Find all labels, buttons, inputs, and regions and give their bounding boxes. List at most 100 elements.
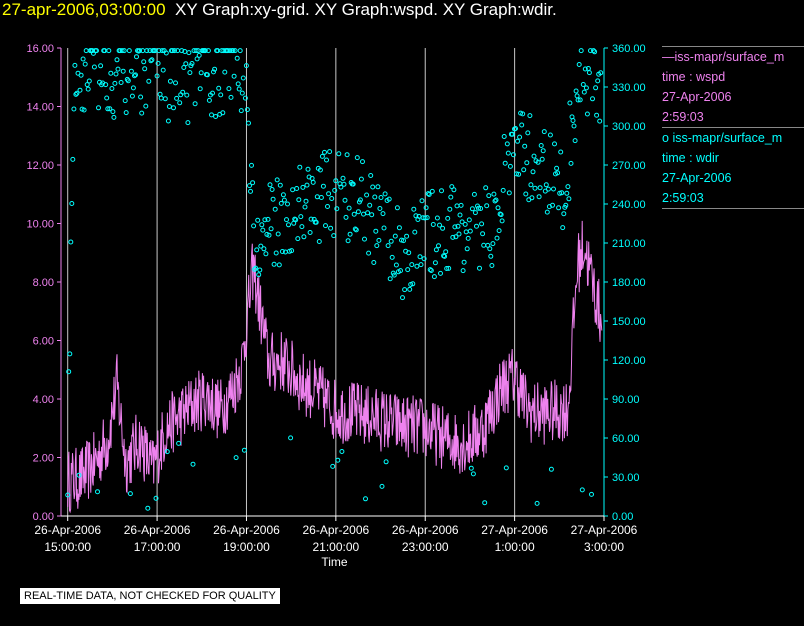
y-left-tick-label: 8.00 [33, 277, 54, 289]
wdir-data-point [294, 186, 300, 191]
wdir-data-point [112, 80, 118, 86]
chart-title: 27-apr-2006,03:00:00 XY Graph:xy-grid. X… [2, 0, 557, 20]
wdir-data-point [250, 180, 256, 186]
wdir-data-point [109, 86, 115, 91]
wdir-data-point [289, 248, 295, 254]
wdir-data-point [474, 223, 479, 229]
wdir-data-point [107, 106, 113, 112]
wdir-data-point [174, 95, 180, 101]
wdir-data-point [409, 262, 415, 268]
wdir-data-point [467, 228, 473, 234]
wdir-data-point [206, 97, 212, 103]
x-tick-label-date: 26-Apr-2006 [34, 523, 101, 537]
y-right-tick-label: 240.00 [612, 199, 646, 211]
title-graphs: XY Graph:xy-grid. XY Graph:wspd. XY Grap… [174, 0, 557, 19]
wdir-data-point [132, 73, 137, 79]
wdir-data-point [444, 266, 450, 271]
wdir-data-point [366, 250, 372, 256]
wdir-data-point [419, 198, 425, 204]
x-axis-label: Time [321, 555, 348, 569]
wdir-data-point [275, 231, 281, 237]
wdir-data-point [373, 228, 379, 234]
wdir-data-point [534, 500, 540, 506]
wdir-data-point [267, 182, 273, 188]
wdir-data-point [324, 157, 329, 163]
wdir-data-point [176, 440, 182, 446]
wdir-data-point [595, 78, 601, 84]
wdir-data-point [404, 233, 410, 239]
wdir-data-point [423, 205, 429, 211]
wdir-data-point [496, 228, 502, 234]
wdir-data-point [570, 118, 576, 123]
legend-series1-axis: time : wspd [662, 70, 726, 84]
wdir-data-point [440, 225, 446, 231]
wdir-data-point [405, 267, 411, 273]
wdir-data-point [319, 153, 325, 159]
wdir-data-point [204, 72, 210, 78]
wdir-data-point [415, 217, 421, 222]
wdir-data-point [284, 217, 289, 223]
wdir-data-point [243, 63, 249, 69]
wdir-data-point [469, 206, 475, 212]
wdir-data-point [138, 94, 144, 100]
wdir-data-point [554, 165, 560, 171]
wdir-data-point [427, 267, 433, 273]
wdir-data-point [540, 148, 546, 154]
wdir-data-point [584, 111, 590, 117]
wdir-data-point [451, 187, 457, 193]
y-right-tick-label: 150.00 [612, 316, 646, 328]
wdir-data-point [446, 265, 452, 271]
wdir-data-point [506, 190, 512, 196]
wdir-data-point [590, 96, 595, 102]
wdir-data-point [527, 113, 533, 119]
wdir-data-point [481, 242, 487, 248]
wdir-data-point [528, 182, 534, 188]
wdir-data-point [288, 435, 294, 441]
wdir-data-point [339, 449, 345, 454]
wdir-data-point [72, 62, 78, 68]
wdir-data-point [226, 86, 232, 92]
y-left-tick-label: 6.00 [33, 336, 54, 348]
wdir-data-point [383, 459, 389, 465]
wdir-data-point [333, 178, 339, 184]
wdir-data-point [114, 57, 120, 63]
wdir-data-point [436, 243, 441, 249]
wdir-data-point [85, 86, 91, 92]
wdir-data-point [594, 112, 600, 118]
legend-series1-time: 2:59:03 [662, 110, 704, 124]
wdir-data-point [334, 206, 340, 212]
wdir-data-point [566, 196, 572, 202]
wdir-data-point [380, 211, 386, 217]
wdir-data-point [342, 197, 348, 203]
wdir-data-point [121, 48, 127, 54]
wdir-data-point [421, 256, 427, 262]
wdir-data-point [78, 72, 84, 78]
wdir-data-point [387, 276, 393, 282]
legend-divider [662, 208, 804, 209]
wdir-data-point [197, 86, 203, 92]
wdir-data-point [412, 229, 418, 235]
wdir-data-point [428, 268, 434, 273]
x-tick-label-date: 26-Apr-2006 [302, 523, 369, 537]
wdir-data-point [401, 238, 406, 244]
wdir-data-point [535, 159, 541, 165]
wdir-data-point [529, 195, 535, 201]
wdir-data-point [514, 171, 519, 177]
wdir-data-point [471, 191, 477, 197]
wdir-data-point [575, 97, 581, 103]
wdir-data-point [336, 151, 342, 157]
wdir-data-point [163, 50, 169, 56]
wdir-data-point [71, 106, 77, 112]
wdir-data-point [475, 203, 480, 209]
wdir-data-point [179, 48, 185, 54]
wdir-data-point [76, 472, 82, 478]
wdir-data-point [362, 236, 367, 242]
wdir-data-point [381, 225, 387, 231]
legend-series2-axis: time : wdir [662, 151, 719, 165]
wdir-data-point [400, 295, 405, 301]
wdir-data-point [422, 215, 428, 221]
wdir-data-point [331, 233, 337, 239]
wdir-data-point [501, 134, 507, 139]
wdir-data-point [286, 222, 291, 228]
wdir-data-point [270, 196, 276, 202]
